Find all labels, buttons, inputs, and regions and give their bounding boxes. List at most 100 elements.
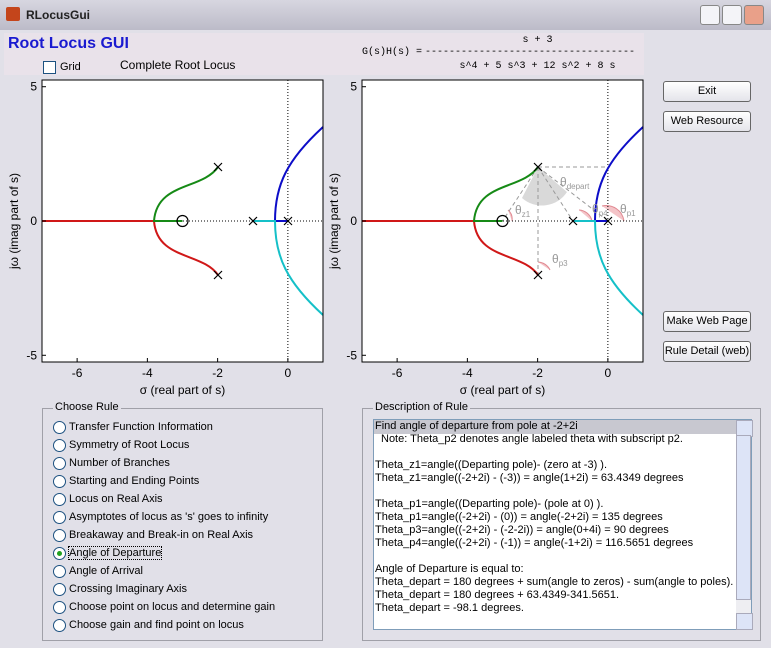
radio-option[interactable]: Number of Branches (53, 455, 170, 471)
tf-lhs: G(s)H(s) = (362, 47, 423, 58)
locus-branch (573, 220, 644, 316)
annotation: θp1 (620, 202, 636, 218)
pole-marker (603, 216, 613, 226)
radio-option[interactable]: Breakaway and Break-in on Real Axis (53, 527, 253, 543)
maximize-button[interactable] (722, 5, 742, 25)
y-tick-label: 5 (350, 80, 357, 94)
plot-title: Complete Root Locus (120, 58, 236, 72)
angle-line (537, 166, 609, 222)
radio-label: Breakaway and Break-in on Real Axis (69, 529, 254, 541)
minimize-button[interactable] (700, 5, 720, 25)
radio-option[interactable]: Choose gain and find point on locus (53, 617, 244, 633)
description-list[interactable]: Find angle of departure from pole at -2+… (373, 419, 753, 630)
title-bar: RLocusGui (0, 0, 771, 30)
radio-option[interactable]: Asymptotes of locus as 's' goes to infin… (53, 509, 268, 525)
radio-button (53, 546, 66, 560)
plot: -6 -4 -2 0 5 0 -5 σ (real part of s) jω (imag pa… (7, 79, 324, 397)
pole-marker (248, 216, 258, 226)
x-tick-label: -6 (72, 366, 83, 380)
description-line: Theta_depart = 180 degrees + 63.4349-341… (375, 589, 620, 601)
locus-branch (273, 126, 324, 222)
radio-option[interactable]: Choose point on locus and determine gain (53, 599, 275, 615)
radio-label: Symmetry of Root Locus (69, 439, 190, 451)
description-line: Theta_z1=angle((Departing pole)- (zero a… (375, 459, 608, 471)
radio-option[interactable]: Transfer Function Information (53, 419, 213, 435)
frame-title: Choose Rule (53, 401, 121, 413)
button[interactable]: Web Resource (663, 111, 751, 132)
description-line: Theta_p1=angle((-2+2i) - (0)) = angle(-2… (375, 511, 663, 523)
choose-rule-frame: Choose Rule Transfer Function Informatio… (42, 401, 323, 641)
description-line: Theta_p4=angle((-2+2i) - (-1)) = angle(-… (375, 537, 694, 549)
locus-branch (42, 220, 219, 276)
y-tick-label: -5 (346, 348, 357, 362)
x-tick-label: 0 (605, 366, 612, 380)
annotation-symbol: θ (515, 203, 522, 217)
x-tick-label: 0 (285, 366, 292, 380)
angle-arc (537, 261, 551, 271)
annotation-sub: p4 (599, 209, 608, 218)
y-tick-label: 5 (30, 80, 37, 94)
radio-label: Locus on Real Axis (69, 493, 163, 505)
radio-label: Choose gain and find point on locus (69, 619, 244, 631)
close-button[interactable] (744, 5, 764, 25)
pole-marker (283, 216, 293, 226)
annotation-symbol: θ (560, 175, 567, 189)
description-line: Note: Theta_p2 denotes angle labeled the… (381, 433, 683, 445)
annotation-sub: p3 (559, 259, 568, 268)
description-line: Theta_depart = -98.1 degrees. (375, 602, 524, 614)
radio-option[interactable]: Starting and Ending Points (53, 473, 199, 489)
x-tick-label: -2 (532, 366, 543, 380)
y-axis-label: jω (imag part of s) (327, 173, 341, 270)
annotation-sub: p1 (627, 209, 636, 218)
annotation-symbol: θ (552, 252, 559, 266)
pole-marker (568, 216, 578, 226)
annotation-symbol: θ (620, 202, 627, 216)
pole-marker (213, 270, 223, 280)
radio-button (53, 474, 66, 488)
grid-checkbox[interactable] (43, 61, 56, 74)
radio-button (53, 582, 66, 596)
button[interactable]: Rule Detail (web) (663, 341, 751, 362)
locus-branch (593, 126, 644, 222)
x-axis-label: σ (real part of s) (140, 383, 225, 397)
plot: -6 -4 -2 0 5 0 -5 σ (real part of s) jω (imag pa… (327, 79, 644, 397)
annotation-symbol: θ (592, 202, 599, 216)
window-title: RLocusGui (26, 8, 91, 22)
radio-label: Angle of Departure (67, 546, 163, 560)
description-line: Find angle of departure from pole at -2+… (375, 420, 578, 432)
radio-option[interactable]: Locus on Real Axis (53, 491, 163, 507)
button[interactable]: Make Web Page (663, 311, 751, 332)
header-band (4, 33, 644, 75)
radio-label: Choose point on locus and determine gain (69, 601, 276, 613)
radio-label: Crossing Imaginary Axis (69, 583, 187, 595)
radio-button (53, 510, 66, 524)
x-axis-label: σ (real part of s) (460, 383, 545, 397)
radio-button (53, 564, 66, 578)
locus-branch (362, 220, 539, 276)
locus-branch (472, 166, 539, 222)
description-line: Angle of Departure is equal to: (375, 563, 524, 575)
radio-option[interactable]: Angle of Departure (53, 545, 163, 561)
description-line: Theta_depart = 180 degrees + sum(angle t… (375, 576, 734, 588)
grid-label: Grid (60, 61, 81, 73)
radio-option[interactable]: Symmetry of Root Locus (53, 437, 189, 453)
button[interactable]: Exit (663, 81, 751, 102)
radio-button (53, 528, 66, 542)
radio-button (53, 456, 66, 470)
selection-highlight (374, 420, 736, 434)
y-tick-label: 0 (30, 214, 37, 228)
description-line: Theta_p3=angle((-2+2i) - (-2-2i)) = angl… (375, 524, 669, 536)
description-line: Theta_p1=angle((Departing pole)- (pole a… (375, 498, 604, 510)
pole-marker (213, 162, 223, 172)
angle-line (502, 166, 539, 222)
scroll-down[interactable] (736, 613, 753, 630)
tf-line: ----------------------------------- (425, 47, 636, 58)
angle-sector (522, 167, 567, 206)
pole-marker (533, 162, 543, 172)
locus-branch (253, 220, 324, 316)
scrollbar[interactable] (736, 420, 753, 630)
radio-option[interactable]: Angle of Arrival (53, 563, 143, 579)
scroll-thumb[interactable] (736, 435, 751, 600)
radio-option[interactable]: Crossing Imaginary Axis (53, 581, 187, 597)
